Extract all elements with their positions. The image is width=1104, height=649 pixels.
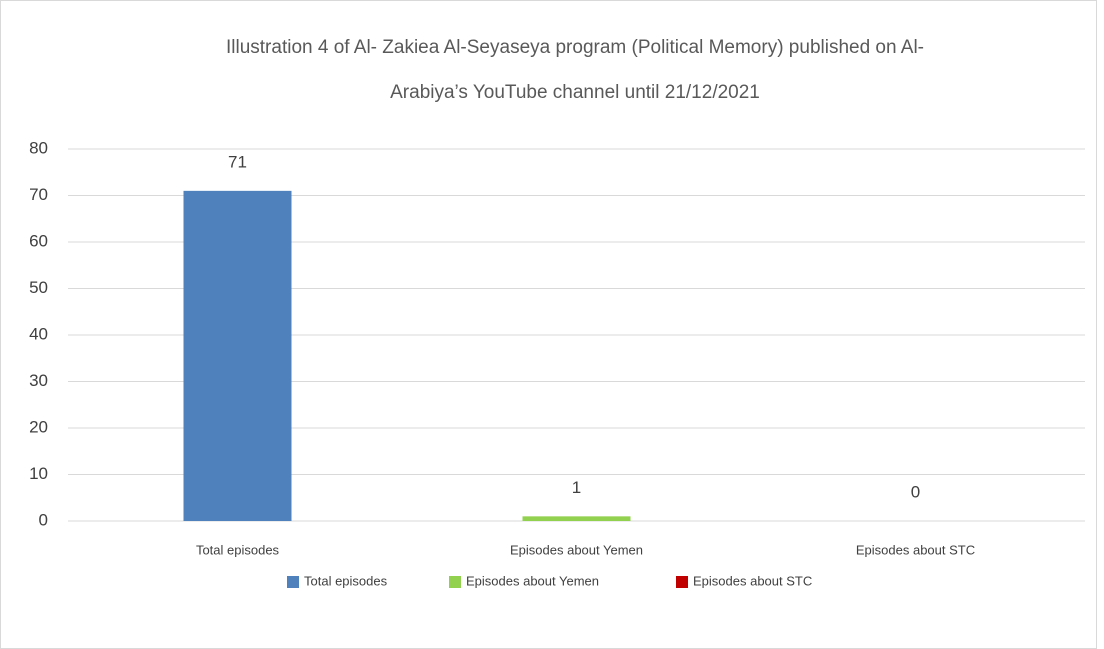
x-tick-label: Episodes about Yemen [510,542,643,557]
y-tick-label: 0 [39,510,48,529]
bar [522,516,631,521]
x-tick-label: Episodes about STC [856,542,975,557]
value-label: 0 [911,482,920,501]
legend-label: Episodes about Yemen [466,573,599,588]
value-label: 1 [572,478,581,497]
x-tick-label: Total episodes [196,542,280,557]
legend-swatch [676,576,688,588]
y-tick-label: 30 [29,371,48,390]
legend-swatch [287,576,299,588]
y-tick-label: 80 [29,138,48,157]
y-tick-label: 70 [29,185,48,204]
legend-swatch [449,576,461,588]
legend-label: Total episodes [304,573,388,588]
y-tick-label: 40 [29,324,48,343]
y-tick-label: 10 [29,464,48,483]
y-tick-label: 20 [29,417,48,436]
chart-title: Illustration 4 of Al- Zakiea Al-Seyaseya… [226,37,924,58]
legend-label: Episodes about STC [693,573,812,588]
y-tick-label: 50 [29,278,48,297]
value-label: 71 [228,152,247,171]
bar [183,190,292,521]
y-tick-label: 60 [29,231,48,250]
chart-title: Arabiya’s YouTube channel until 21/12/20… [390,82,760,103]
